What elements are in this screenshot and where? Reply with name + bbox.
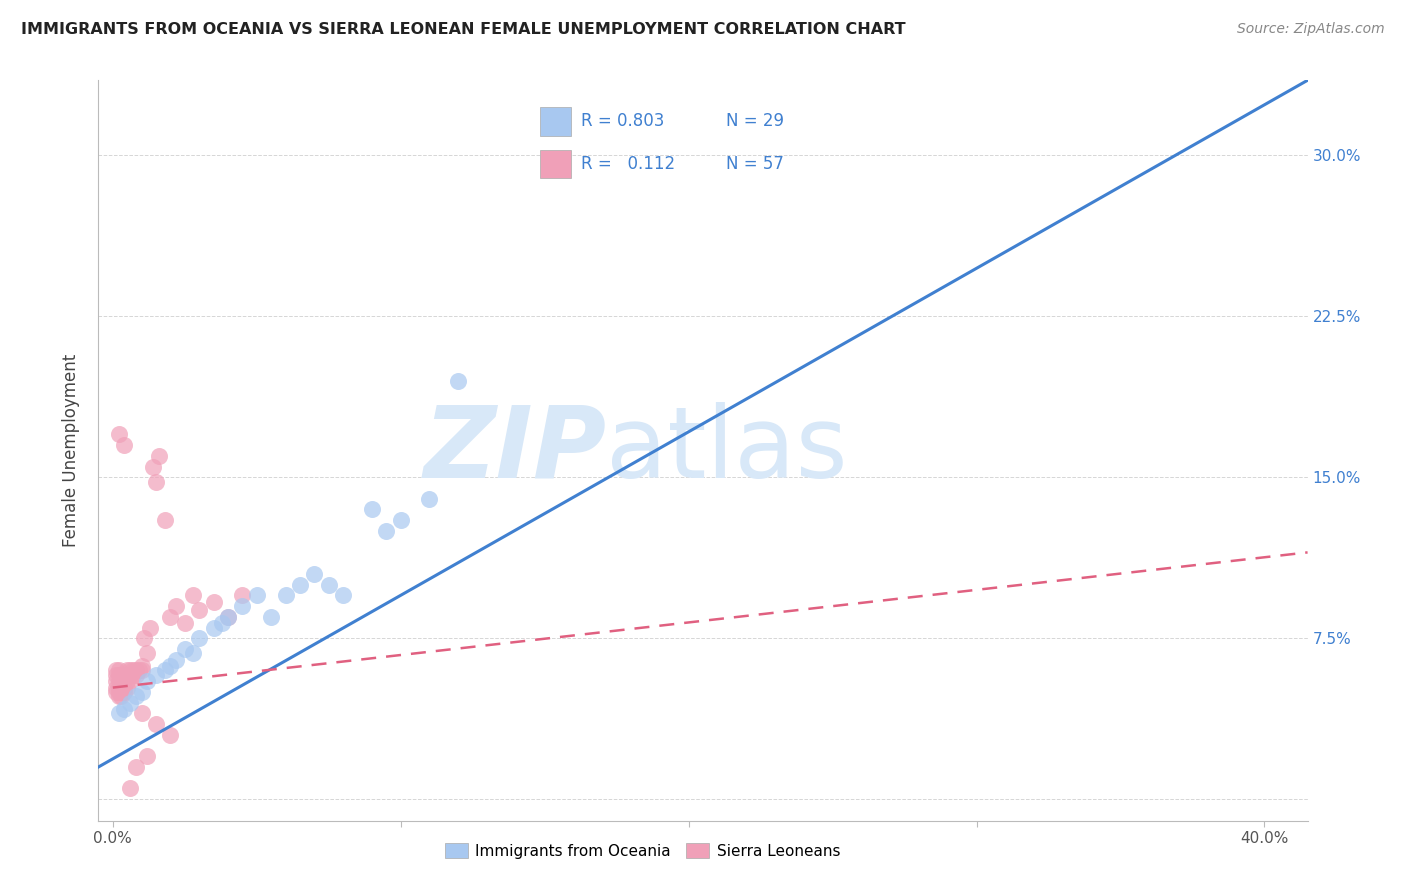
Point	[120, 674, 142, 689]
Point	[120, 696, 142, 710]
Point	[202, 595, 225, 609]
Point	[104, 667, 127, 681]
Point	[304, 566, 326, 581]
Point	[159, 728, 181, 742]
Point	[139, 620, 162, 634]
Point	[231, 588, 253, 602]
Point	[104, 674, 127, 689]
Point	[115, 667, 138, 681]
Point	[361, 502, 384, 516]
Point	[112, 685, 135, 699]
Point	[107, 664, 129, 678]
Point	[112, 681, 135, 695]
Point	[318, 577, 340, 591]
Point	[110, 685, 132, 699]
Point	[159, 659, 181, 673]
Point	[112, 438, 135, 452]
Point	[183, 646, 205, 660]
Point	[183, 588, 205, 602]
Point	[120, 664, 142, 678]
Point	[173, 642, 195, 657]
Point	[246, 588, 269, 602]
Point	[131, 664, 153, 678]
Point	[131, 659, 153, 673]
Point	[153, 513, 176, 527]
Point	[159, 609, 181, 624]
Point	[107, 674, 129, 689]
Point	[148, 449, 170, 463]
Point	[120, 781, 142, 796]
Point	[110, 689, 132, 703]
Point	[107, 689, 129, 703]
Legend: Immigrants from Oceania, Sierra Leoneans: Immigrants from Oceania, Sierra Leoneans	[439, 837, 846, 865]
Text: R =   0.112: R = 0.112	[581, 155, 675, 173]
Point	[115, 664, 138, 678]
Point	[107, 685, 129, 699]
Point	[211, 616, 233, 631]
Point	[188, 632, 211, 646]
Point	[107, 427, 129, 442]
Point	[112, 674, 135, 689]
Point	[136, 646, 159, 660]
Point	[274, 588, 297, 602]
Point	[120, 667, 142, 681]
Point	[165, 599, 187, 613]
Point	[128, 664, 150, 678]
Point	[104, 685, 127, 699]
Point	[188, 603, 211, 617]
Point	[165, 653, 187, 667]
Text: IMMIGRANTS FROM OCEANIA VS SIERRA LEONEAN FEMALE UNEMPLOYMENT CORRELATION CHART: IMMIGRANTS FROM OCEANIA VS SIERRA LEONEA…	[21, 22, 905, 37]
Point	[389, 513, 412, 527]
Point	[122, 664, 145, 678]
Text: atlas: atlas	[606, 402, 848, 499]
Point	[115, 681, 138, 695]
Point	[125, 664, 148, 678]
Point	[104, 664, 127, 678]
Point	[107, 667, 129, 681]
Point	[112, 667, 135, 681]
Point	[107, 706, 129, 721]
Point	[110, 674, 132, 689]
Point	[145, 475, 167, 489]
Point	[145, 717, 167, 731]
Text: ZIP: ZIP	[423, 402, 606, 499]
Point	[332, 588, 354, 602]
Point	[131, 706, 153, 721]
Text: R = 0.803: R = 0.803	[581, 112, 664, 130]
Point	[136, 749, 159, 764]
Point	[110, 681, 132, 695]
Point	[447, 374, 470, 388]
Point	[202, 620, 225, 634]
Point	[153, 664, 176, 678]
Point	[104, 681, 127, 695]
Point	[260, 609, 283, 624]
Point	[217, 609, 239, 624]
Point	[136, 674, 159, 689]
Point	[115, 674, 138, 689]
Y-axis label: Female Unemployment: Female Unemployment	[62, 354, 80, 547]
Point	[125, 667, 148, 681]
Point	[231, 599, 253, 613]
Point	[134, 632, 156, 646]
Point	[173, 616, 195, 631]
Point	[142, 459, 165, 474]
Point	[107, 681, 129, 695]
Point	[288, 577, 311, 591]
Point	[110, 667, 132, 681]
Point	[125, 760, 148, 774]
Point	[112, 702, 135, 716]
Point	[145, 667, 167, 681]
Point	[122, 667, 145, 681]
Text: N = 57: N = 57	[725, 155, 785, 173]
Point	[217, 609, 239, 624]
Point	[375, 524, 398, 538]
FancyBboxPatch shape	[540, 107, 571, 136]
Point	[131, 685, 153, 699]
Text: Source: ZipAtlas.com: Source: ZipAtlas.com	[1237, 22, 1385, 37]
Point	[418, 491, 440, 506]
Text: N = 29: N = 29	[725, 112, 785, 130]
Point	[125, 689, 148, 703]
FancyBboxPatch shape	[540, 150, 571, 178]
